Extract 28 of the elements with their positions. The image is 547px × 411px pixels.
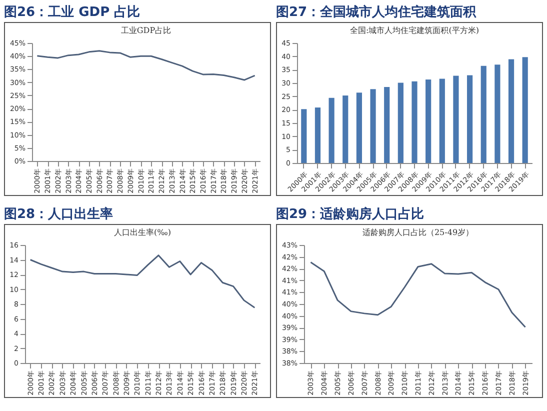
chart-subtitle: 全国:城市人均住宅建筑面积(平方米)	[350, 26, 479, 35]
line-series	[36, 50, 256, 81]
bar	[342, 96, 348, 163]
chart-subtitle: 适龄购房人口占比（25-49岁）	[362, 228, 474, 237]
bar	[480, 66, 486, 163]
bar	[301, 109, 307, 163]
chart-subtitle: 工业GDP占比	[120, 26, 172, 35]
bar	[356, 92, 362, 163]
bar	[384, 87, 390, 163]
bar	[398, 82, 404, 163]
chart-title: 图28：人口出生率	[4, 206, 114, 224]
bar	[508, 59, 514, 163]
bar	[328, 98, 334, 163]
bar	[314, 108, 321, 163]
line-series	[30, 254, 256, 308]
bar	[453, 76, 459, 163]
bar	[370, 89, 376, 163]
chart-title: 图26：工业 GDP 占比	[4, 4, 142, 22]
bar	[494, 64, 500, 163]
bar	[426, 80, 432, 163]
bar	[522, 57, 528, 163]
bar	[412, 81, 418, 163]
chart-subtitle: 人口出生率(‰)	[114, 228, 171, 237]
line-series	[310, 261, 526, 328]
chart-title: 图27：全国城市人均住宅建筑面积	[276, 4, 478, 22]
bar	[439, 78, 445, 163]
chart-title: 图29：适龄购房人口占比	[276, 206, 426, 224]
bar	[466, 75, 473, 163]
